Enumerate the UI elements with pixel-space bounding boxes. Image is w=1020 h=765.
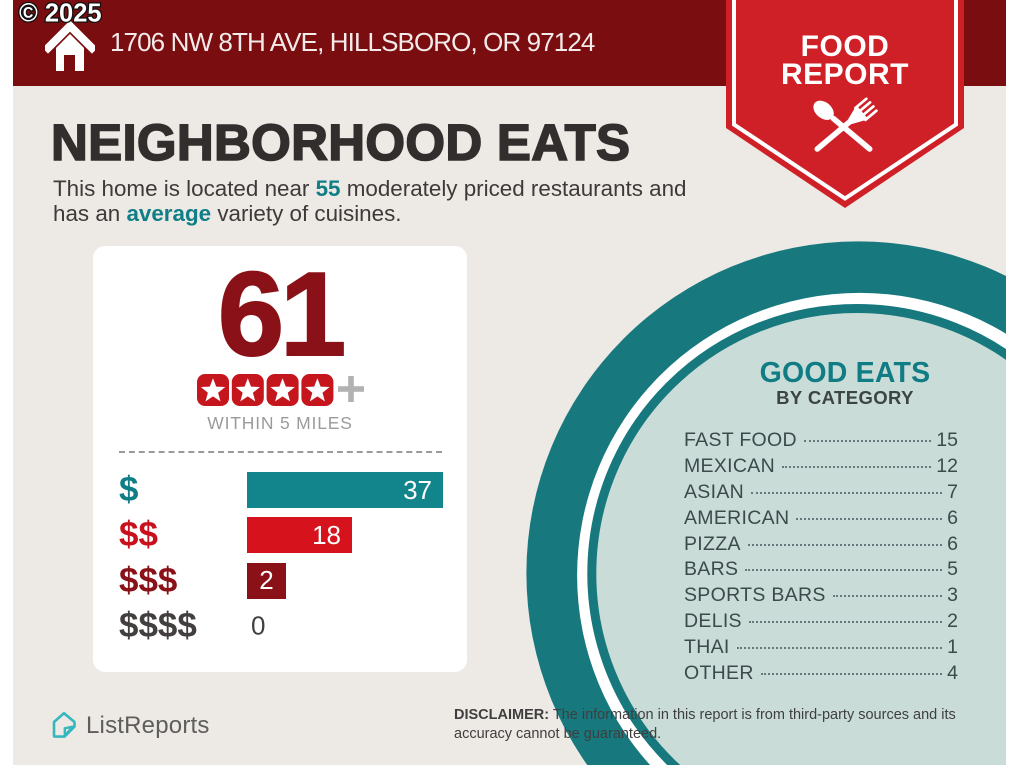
category-row: MEXICAN 12 [684, 454, 958, 480]
listreports-brand-name: ListReports [86, 711, 210, 739]
category-label: OTHER [684, 662, 754, 685]
good-eats-title: GOOD EATS [759, 357, 931, 389]
bar-fill: 18 [247, 517, 352, 554]
category-value: 15 [936, 429, 958, 451]
category-value: 3 [947, 584, 958, 607]
category-row: SPORTS BARS 3 [684, 583, 958, 609]
crossed-spoon-fork-icon [813, 97, 878, 152]
price-bar-row: $$$$ 0 [93, 605, 467, 645]
category-label: PIZZA [684, 532, 741, 555]
home-icon [45, 20, 95, 71]
category-row: AMERICAN 6 [684, 506, 958, 532]
price-level-label: $$$$ [119, 605, 197, 645]
price-level-label: $$$ [119, 560, 178, 600]
category-label: AMERICAN [684, 506, 790, 529]
category-label: ASIAN [684, 480, 745, 503]
dotted-leader [748, 621, 943, 624]
category-value: 7 [947, 480, 958, 503]
bar-value: 0 [251, 610, 266, 641]
category-label: DELIS [684, 610, 742, 633]
category-list: FAST FOOD 15 MEXICAN 12 ASIAN 7 AMERICAN 6 PIZZA… [684, 428, 958, 687]
dashed-divider [119, 451, 442, 453]
subtitle-text: moderately priced restaurants and [340, 176, 687, 201]
category-row: FAST FOOD 15 [684, 428, 958, 454]
category-value: 4 [947, 662, 958, 685]
bar-value: 37 [403, 474, 432, 505]
category-value: 5 [947, 558, 958, 581]
category-row: ASIAN 7 [684, 480, 958, 506]
dotted-leader [747, 543, 943, 546]
svg-text:© 2025: © 2025 [19, 0, 102, 28]
dotted-leader [745, 569, 943, 572]
rating-stars [197, 374, 364, 406]
copyright-stamp: © 2025 [18, 0, 103, 29]
price-level-label: $$ [119, 515, 158, 555]
star-icon [231, 374, 264, 406]
category-row: BARS 5 [684, 557, 958, 583]
dotted-leader [796, 517, 943, 520]
page-title: NEIGHBORHOOD EATS [50, 114, 631, 171]
dotted-leader [803, 440, 932, 442]
subtitle-text: This home is located near [53, 176, 316, 201]
star-icon [266, 374, 299, 406]
subtitle-text: variety of cuisines. [211, 200, 402, 226]
disclaimer-text: DISCLAIMER: The information in this repo… [454, 707, 956, 742]
subtitle-accent: 55 [315, 176, 341, 201]
category-row: DELIS 2 [684, 609, 958, 635]
price-bar-row: $$$ 2 [93, 560, 467, 600]
plus-icon [338, 376, 364, 402]
property-address: 1706 NW 8TH AVE, HILLSBORO, OR 97124 [110, 27, 595, 57]
svg-text:REPORT: REPORT [781, 58, 909, 91]
category-value: 12 [936, 454, 958, 477]
listreports-brand: ListReports [51, 711, 210, 740]
price-bar-row: $$ 18 [93, 515, 467, 555]
good-eats-circle-graphic [526, 241, 1006, 765]
category-row: OTHER 4 [684, 661, 958, 687]
category-row: THAI 1 [684, 635, 958, 661]
restaurant-stats-card: 61 WITHIN 5 MILES $37 $$ 18 $$$ 2 $$$$ 0 [93, 246, 467, 672]
category-label: SPORTS BARS [684, 584, 826, 607]
category-label: MEXICAN [684, 454, 775, 477]
category-row: PIZZA 6 [684, 532, 958, 558]
dotted-leader [781, 465, 932, 468]
restaurant-count: 61 [217, 248, 347, 381]
good-eats-subtitle: BY CATEGORY [776, 387, 914, 408]
category-label: BARS [684, 558, 739, 581]
dotted-leader [751, 491, 943, 494]
subtitle-accent: average [126, 200, 212, 226]
report-content: 1706 NW 8TH AVE, HILLSBORO, OR 97124 © 2… [13, 0, 1006, 765]
subtitle-text: has an [53, 200, 127, 226]
category-label: FAST FOOD [684, 429, 797, 451]
listreports-logo-icon [52, 711, 76, 738]
category-value: 6 [947, 506, 958, 529]
dotted-leader [736, 647, 943, 650]
price-bar-row: $37 [93, 470, 467, 509]
star-icon [301, 374, 334, 406]
svg-text:FOOD: FOOD [801, 30, 890, 63]
bar-value: 18 [312, 519, 341, 550]
price-level-label: $ [119, 470, 139, 509]
category-label: THAI [684, 636, 730, 659]
dotted-leader [832, 595, 943, 598]
category-value: 6 [947, 532, 958, 555]
radius-label: WITHIN 5 MILES [207, 413, 353, 433]
dotted-leader [760, 673, 943, 676]
food-report-ribbon: FOOD REPORT [726, 0, 964, 208]
star-icon [197, 374, 229, 406]
category-value: 1 [947, 636, 958, 659]
bar-fill: 2 [247, 562, 286, 599]
page-subtitle: This home is located near 55 moderately … [53, 176, 687, 226]
category-value: 2 [947, 610, 958, 633]
bar-fill: 37 [247, 472, 443, 508]
bar-value: 2 [259, 565, 274, 596]
